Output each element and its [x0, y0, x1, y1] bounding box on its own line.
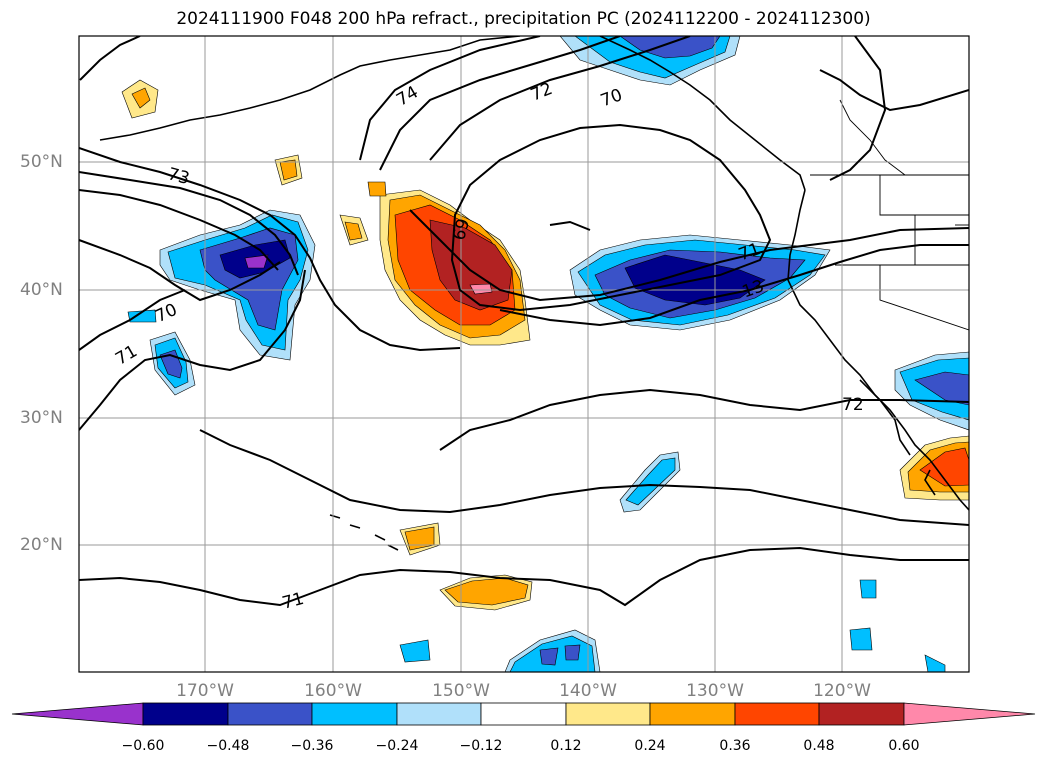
- colorbar-bin: [227, 702, 313, 726]
- colorbar-tick-label: −0.12: [459, 738, 503, 754]
- coastlines: [99, 36, 969, 551]
- contour-71-west: [79, 269, 306, 431]
- colorbar-tick-label: −0.60: [121, 738, 165, 754]
- lon-label: 140°W: [559, 681, 617, 701]
- contour-72: [79, 36, 621, 271]
- lon-label: 150°W: [432, 681, 490, 701]
- colorbar-extend-min: [11, 702, 144, 726]
- lat-label: 50°N: [20, 152, 63, 172]
- colorbar-bin: [311, 702, 398, 726]
- lon-label: 120°W: [813, 681, 871, 701]
- colorbar-bin: [142, 702, 229, 726]
- lat-label: 30°N: [20, 408, 63, 428]
- colorbar: [11, 702, 1036, 726]
- contour-73: [79, 171, 299, 276]
- map-border: [78, 35, 970, 673]
- north-america-coast: [787, 189, 969, 511]
- contour-74: [79, 36, 541, 352]
- colorbar-bin: [396, 702, 482, 726]
- colorbar-tick-label: 0.48: [803, 738, 835, 754]
- lat-label: 20°N: [20, 535, 63, 555]
- contour-label: 72: [842, 395, 864, 415]
- colorbar-bin: [649, 702, 736, 726]
- contour-70: [79, 36, 691, 302]
- contour-69: [450, 123, 772, 312]
- colorbar-tick-label: −0.48: [206, 738, 250, 754]
- alaska-coast: [99, 36, 521, 141]
- borders: [810, 99, 969, 331]
- map-title: 2024111900 F048 200 hPa refract., precip…: [176, 9, 871, 29]
- colorbar-tick-label: −0.24: [375, 738, 419, 754]
- colorbar-tick-label: −0.36: [290, 738, 334, 754]
- lon-label: 160°W: [304, 681, 362, 701]
- colorbar-tick-label: 0.24: [634, 738, 666, 754]
- colorbar-tick-label: 0.12: [550, 738, 582, 754]
- colorbar-extend-max: [903, 702, 1036, 726]
- colorbar-tick-label: 0.60: [888, 738, 920, 754]
- contour-71-east: [439, 388, 969, 451]
- colorbar-bin: [565, 702, 651, 726]
- contour-13: [499, 244, 969, 327]
- precip-shading: [121, 36, 969, 672]
- colorbar-tick-label: 0.36: [719, 738, 751, 754]
- lon-label: 130°W: [686, 681, 744, 701]
- refractivity-contours: [79, 36, 969, 607]
- map-background: [79, 36, 969, 672]
- hawaii-islands: [329, 514, 399, 551]
- lon-label: 170°W: [176, 681, 234, 701]
- lat-label: 40°N: [20, 280, 63, 300]
- colorbar-bin: [480, 702, 567, 726]
- colorbar-bin: [818, 702, 905, 726]
- colorbar-bin: [734, 702, 820, 726]
